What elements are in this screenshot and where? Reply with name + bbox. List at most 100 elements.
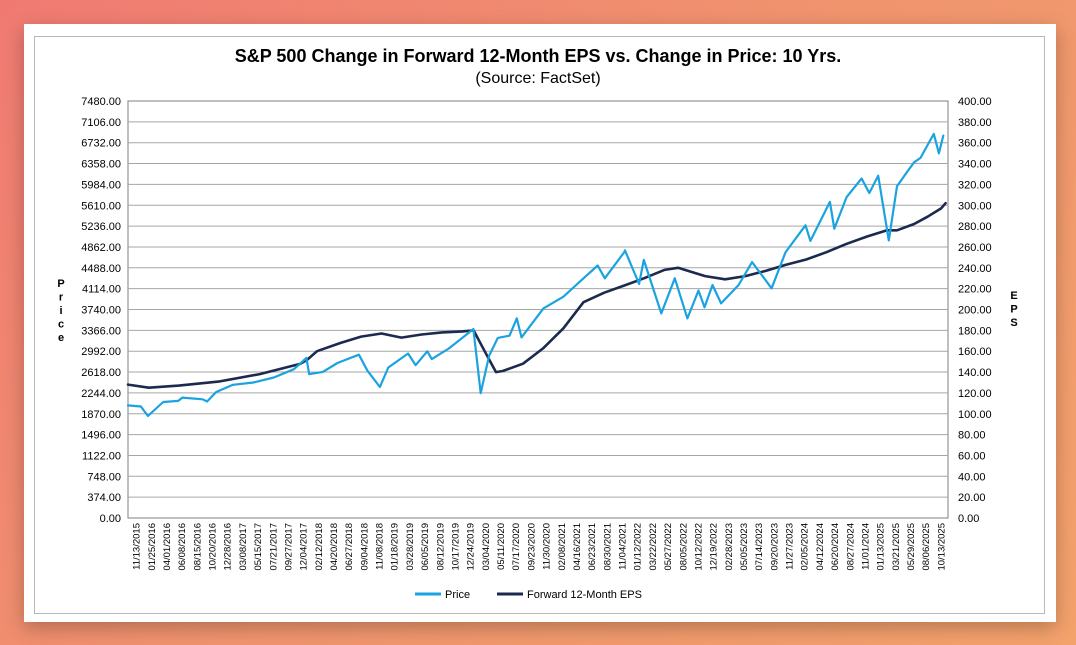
y2-tick-label: 300.00 <box>958 200 992 212</box>
x-tick-label: 11/01/2024 <box>860 523 871 570</box>
x-tick-label: 11/27/2023 <box>785 523 796 570</box>
x-tick-label: 01/13/2025 <box>876 523 887 571</box>
x-tick-label: 04/20/2018 <box>329 523 340 571</box>
x-tick-label: 11/13/2015 <box>132 523 143 570</box>
y2-tick-label: 200.00 <box>958 305 992 317</box>
y-axis-title-char: i <box>59 305 62 317</box>
y2-axis-title-char: E <box>1010 290 1017 302</box>
x-tick-label: 08/15/2016 <box>192 523 203 571</box>
x-tick-label: 08/27/2024 <box>845 523 856 571</box>
price-series-line <box>126 132 945 418</box>
y2-tick-label: 360.00 <box>958 138 992 150</box>
y2-tick-label: 260.00 <box>958 242 992 254</box>
y2-tick-label: 80.00 <box>958 430 986 442</box>
y2-tick-label: 20.00 <box>958 492 986 504</box>
y-axis-title-char: r <box>59 292 64 304</box>
x-tick-label: 09/27/2017 <box>283 523 294 571</box>
x-tick-label: 05/15/2017 <box>253 523 264 571</box>
x-tick-label: 03/21/2025 <box>891 523 902 571</box>
y-axis-title-char: P <box>57 278 64 290</box>
x-tick-label: 08/06/2025 <box>921 523 932 571</box>
y-tick-label: 2244.00 <box>81 388 121 400</box>
x-tick-label: 02/12/2018 <box>314 523 325 571</box>
y-axis-title-char: c <box>58 319 64 331</box>
x-tick-label: 10/17/2019 <box>450 523 461 571</box>
y-tick-label: 4488.00 <box>81 263 121 275</box>
y2-tick-label: 280.00 <box>958 221 992 233</box>
y2-tick-label: 220.00 <box>958 284 992 296</box>
x-tick-label: 07/21/2017 <box>268 523 279 571</box>
x-tick-label: 05/11/2020 <box>496 523 507 570</box>
x-tick-label: 05/05/2023 <box>739 523 750 571</box>
x-tick-label: 09/20/2023 <box>769 523 780 571</box>
y-tick-label: 2618.00 <box>81 367 121 379</box>
y2-tick-label: 60.00 <box>958 450 986 462</box>
x-tick-label: 04/01/2016 <box>162 523 173 571</box>
x-tick-label: 08/30/2021 <box>602 523 613 571</box>
x-tick-label: 12/24/2019 <box>466 523 477 571</box>
y-tick-label: 3366.00 <box>81 325 121 337</box>
x-tick-label: 09/23/2020 <box>526 523 537 571</box>
x-tick-label: 06/23/2021 <box>587 523 598 571</box>
x-tick-label: 04/16/2021 <box>572 523 583 571</box>
x-tick-label: 12/28/2016 <box>223 523 234 571</box>
y-tick-label: 4862.00 <box>81 242 121 254</box>
y-tick-label: 2992.00 <box>81 346 121 358</box>
y2-tick-label: 240.00 <box>958 263 992 275</box>
x-tick-label: 12/19/2022 <box>709 523 720 571</box>
x-tick-label: 07/14/2023 <box>754 523 765 571</box>
y-tick-label: 5236.00 <box>81 221 121 233</box>
y-tick-label: 5984.00 <box>81 179 121 191</box>
y2-tick-label: 40.00 <box>958 471 986 483</box>
y2-tick-label: 380.00 <box>958 117 992 129</box>
x-tick-label: 06/20/2024 <box>830 523 841 571</box>
x-tick-label: 03/28/2019 <box>405 523 416 571</box>
y2-tick-label: 160.00 <box>958 346 992 358</box>
y-tick-label: 374.00 <box>87 492 121 504</box>
y-tick-label: 7106.00 <box>81 117 121 129</box>
y2-axis-title: EPS <box>1010 290 1017 329</box>
x-tick-label: 10/13/2025 <box>936 523 947 571</box>
y-tick-label: 0.00 <box>100 513 121 525</box>
x-tick-label: 11/08/2018 <box>375 523 386 570</box>
x-tick-label: 02/28/2023 <box>724 523 735 571</box>
y-tick-label: 7480.00 <box>81 96 121 108</box>
y-tick-label: 6732.00 <box>81 138 121 150</box>
x-tick-label: 11/30/2020 <box>542 523 553 570</box>
x-tick-label: 06/27/2018 <box>344 523 355 571</box>
y2-tick-label: 340.00 <box>958 159 992 171</box>
x-tick-label: 03/04/2020 <box>481 523 492 571</box>
x-tick-label: 03/22/2022 <box>648 523 659 571</box>
x-tick-label: 06/05/2019 <box>420 523 431 571</box>
y2-tick-label: 400.00 <box>958 96 992 108</box>
x-tick-label: 01/12/2022 <box>633 523 644 571</box>
x-tick-label: 05/29/2025 <box>906 523 917 571</box>
y2-tick-label: 320.00 <box>958 179 992 191</box>
y-tick-label: 6358.00 <box>81 159 121 171</box>
x-tick-label: 06/08/2016 <box>177 523 188 571</box>
y2-tick-label: 140.00 <box>958 367 992 379</box>
x-tick-label: 10/12/2022 <box>693 523 704 571</box>
legend-price-label: Price <box>445 589 470 601</box>
y2-axis-title-char: S <box>1010 317 1017 329</box>
y-axis-title-char: e <box>58 332 64 344</box>
y2-axis-title-char: P <box>1010 304 1017 316</box>
y-axis-title: Price <box>57 278 64 344</box>
y2-tick-label: 120.00 <box>958 388 992 400</box>
x-tick-label: 01/18/2019 <box>390 523 401 571</box>
y-tick-label: 1496.00 <box>81 430 121 442</box>
y-tick-label: 3740.00 <box>81 305 121 317</box>
x-tick-label: 12/04/2017 <box>299 523 310 571</box>
y2-tick-label: 0.00 <box>958 513 979 525</box>
x-tick-label: 02/05/2024 <box>800 523 811 571</box>
y-tick-label: 4114.00 <box>82 284 121 296</box>
x-tick-label: 04/12/2024 <box>815 523 826 571</box>
y-tick-label: 5610.00 <box>81 200 121 212</box>
x-tick-label: 11/04/2021 <box>618 523 629 570</box>
y-tick-label: 748.00 <box>87 471 121 483</box>
eps-series-line <box>126 201 947 390</box>
x-tick-label: 08/05/2022 <box>678 523 689 571</box>
y2-tick-label: 100.00 <box>958 409 992 421</box>
x-tick-label: 09/04/2018 <box>359 523 370 571</box>
